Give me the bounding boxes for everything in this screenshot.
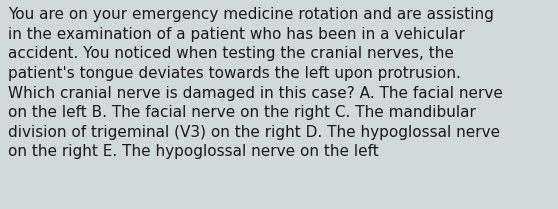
Text: You are on your emergency medicine rotation and are assisting
in the examination: You are on your emergency medicine rotat… bbox=[8, 7, 503, 159]
